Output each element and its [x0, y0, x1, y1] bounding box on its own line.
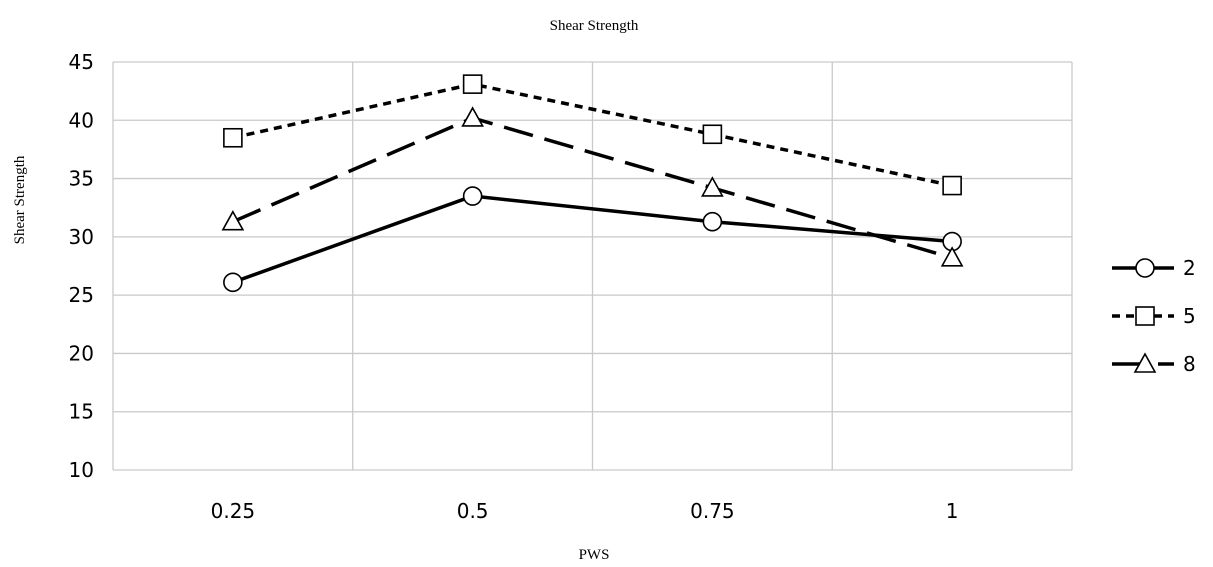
- data-point: [223, 127, 243, 148]
- legend-label: 2: [1183, 256, 1196, 280]
- x-tick-label: 0.5: [457, 499, 489, 523]
- y-tick-label: 35: [69, 167, 94, 191]
- legend-marker: [1133, 352, 1157, 373]
- x-tick-label: 1: [946, 499, 959, 523]
- legend-item-2: 2: [1112, 256, 1196, 280]
- data-point: [461, 106, 484, 127]
- legend-item-5: 5: [1112, 304, 1196, 328]
- data-point: [223, 272, 243, 293]
- y-axis-ticks: 10 15 20 25 30 35 40 45: [69, 50, 94, 482]
- data-point: [462, 186, 483, 206]
- data-point: [702, 124, 723, 145]
- y-axis-label: Shear Strength: [12, 155, 28, 244]
- series-line-8: [232, 116, 953, 260]
- series-line-5: [232, 82, 953, 188]
- y-tick-label: 40: [69, 108, 94, 132]
- legend-marker: [1135, 258, 1155, 278]
- y-tick-label: 10: [69, 458, 94, 482]
- y-tick-label: 25: [69, 283, 94, 307]
- x-tick-label: 0.25: [211, 499, 256, 523]
- y-tick-label: 45: [69, 50, 94, 74]
- series-line-2: [232, 194, 953, 284]
- legend-item-8: 8: [1112, 352, 1196, 376]
- series-2: [223, 186, 962, 293]
- data-point: [942, 175, 962, 196]
- data-point: [940, 246, 964, 267]
- data-point: [221, 210, 245, 231]
- data-point: [702, 211, 723, 232]
- legend: 2 5 8: [1112, 256, 1196, 376]
- grid: [112, 61, 1073, 471]
- legend-label: 5: [1183, 304, 1196, 328]
- x-tick-label: 0.75: [690, 499, 735, 523]
- y-tick-label: 15: [69, 400, 94, 424]
- data-point: [462, 74, 483, 94]
- series: [221, 74, 964, 293]
- x-axis-label: PWS: [579, 547, 610, 563]
- y-tick-label: 20: [69, 341, 94, 365]
- legend-marker: [1135, 306, 1155, 326]
- chart-title: Shear Strength: [550, 18, 639, 34]
- series-5: [223, 74, 962, 196]
- legend-label: 8: [1183, 352, 1196, 376]
- x-axis-ticks: 0.25 0.5 0.75 1: [211, 499, 959, 523]
- series-8: [221, 106, 964, 267]
- y-tick-label: 30: [69, 225, 94, 249]
- data-point: [701, 176, 724, 197]
